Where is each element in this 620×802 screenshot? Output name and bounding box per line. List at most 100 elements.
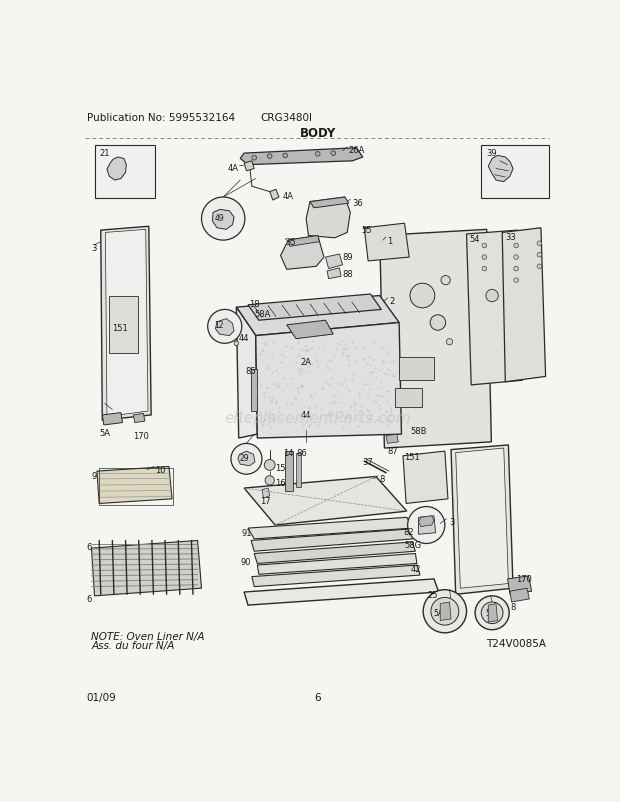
Text: 18: 18 — [249, 300, 260, 309]
Circle shape — [482, 267, 487, 272]
Text: 82: 82 — [403, 527, 414, 536]
Polygon shape — [270, 190, 279, 200]
Polygon shape — [467, 231, 522, 386]
Text: 5: 5 — [486, 609, 490, 618]
Text: 01/09: 01/09 — [87, 692, 117, 703]
Polygon shape — [386, 435, 399, 444]
Polygon shape — [216, 319, 234, 336]
Circle shape — [423, 590, 467, 633]
Text: BODY: BODY — [299, 127, 336, 140]
Text: CRG3480I: CRG3480I — [261, 113, 312, 124]
Polygon shape — [327, 269, 341, 279]
Polygon shape — [244, 162, 254, 172]
Text: 91: 91 — [242, 529, 252, 537]
Polygon shape — [248, 294, 381, 321]
Polygon shape — [306, 198, 350, 238]
Polygon shape — [212, 210, 234, 230]
Text: 4A: 4A — [228, 164, 239, 173]
Text: 88: 88 — [342, 269, 353, 278]
Polygon shape — [244, 579, 439, 606]
Circle shape — [331, 152, 335, 156]
Polygon shape — [257, 554, 417, 574]
Polygon shape — [262, 488, 270, 499]
Polygon shape — [238, 452, 255, 466]
Circle shape — [441, 276, 450, 286]
Polygon shape — [252, 565, 420, 587]
Text: 58G: 58G — [404, 541, 422, 549]
Polygon shape — [97, 467, 172, 504]
Text: 2A: 2A — [301, 358, 312, 367]
Polygon shape — [248, 517, 412, 539]
Circle shape — [252, 156, 257, 161]
Text: 58B: 58B — [410, 427, 427, 436]
Polygon shape — [451, 445, 513, 594]
Circle shape — [208, 310, 242, 344]
Circle shape — [514, 255, 518, 260]
Circle shape — [537, 241, 542, 246]
Text: Publication No: 5995532164: Publication No: 5995532164 — [87, 113, 235, 124]
Circle shape — [283, 154, 288, 159]
Text: 49: 49 — [215, 214, 224, 223]
Text: 25: 25 — [428, 590, 438, 599]
Polygon shape — [254, 542, 415, 564]
Polygon shape — [244, 477, 407, 525]
Polygon shape — [241, 148, 363, 165]
Circle shape — [482, 255, 487, 260]
Polygon shape — [236, 308, 257, 439]
Text: 10: 10 — [155, 465, 166, 474]
Text: 55: 55 — [361, 226, 371, 235]
Text: 36: 36 — [353, 199, 363, 208]
Text: 43: 43 — [420, 517, 430, 527]
Circle shape — [267, 155, 272, 160]
Text: 58A: 58A — [254, 310, 270, 319]
Polygon shape — [379, 230, 491, 448]
Bar — [399, 358, 434, 381]
Bar — [94, 146, 155, 199]
Circle shape — [264, 460, 275, 471]
Text: 87: 87 — [388, 446, 398, 456]
Text: 12: 12 — [214, 321, 223, 330]
Text: 9: 9 — [92, 472, 97, 480]
Text: 90: 90 — [241, 557, 250, 567]
Circle shape — [475, 596, 509, 630]
Polygon shape — [508, 576, 532, 594]
Polygon shape — [286, 321, 334, 339]
Text: 3: 3 — [92, 244, 97, 253]
Text: 170: 170 — [516, 574, 532, 584]
Bar — [285, 452, 293, 492]
Circle shape — [514, 267, 518, 272]
Polygon shape — [310, 198, 348, 209]
Text: eReplacementParts.com: eReplacementParts.com — [224, 410, 411, 425]
Polygon shape — [326, 255, 342, 269]
Text: 14: 14 — [283, 448, 293, 457]
Text: 8: 8 — [379, 475, 385, 484]
Text: 29: 29 — [239, 453, 249, 462]
Polygon shape — [133, 414, 145, 423]
Text: 151: 151 — [112, 323, 128, 332]
Bar — [296, 453, 301, 487]
Bar — [480, 146, 549, 199]
Text: NOTE: Oven Liner N/A: NOTE: Oven Liner N/A — [92, 630, 205, 641]
Text: 42: 42 — [410, 564, 421, 573]
Text: 2: 2 — [389, 296, 394, 306]
Text: 6: 6 — [87, 542, 92, 551]
Bar — [396, 388, 422, 407]
Text: 8: 8 — [510, 602, 515, 611]
Circle shape — [231, 444, 262, 475]
Text: 33: 33 — [505, 233, 516, 242]
Polygon shape — [92, 541, 202, 596]
Text: 21: 21 — [99, 148, 110, 157]
Polygon shape — [502, 229, 546, 383]
Text: 85: 85 — [245, 367, 255, 376]
Text: 35: 35 — [285, 237, 296, 247]
Polygon shape — [365, 224, 409, 261]
Text: 6: 6 — [314, 692, 321, 703]
Text: 5A: 5A — [433, 609, 444, 618]
Text: 89: 89 — [342, 253, 353, 262]
Text: 26A: 26A — [348, 145, 365, 155]
Text: 15: 15 — [275, 463, 286, 472]
Circle shape — [537, 253, 542, 257]
Polygon shape — [100, 227, 151, 421]
Circle shape — [316, 152, 320, 157]
Circle shape — [514, 244, 518, 249]
